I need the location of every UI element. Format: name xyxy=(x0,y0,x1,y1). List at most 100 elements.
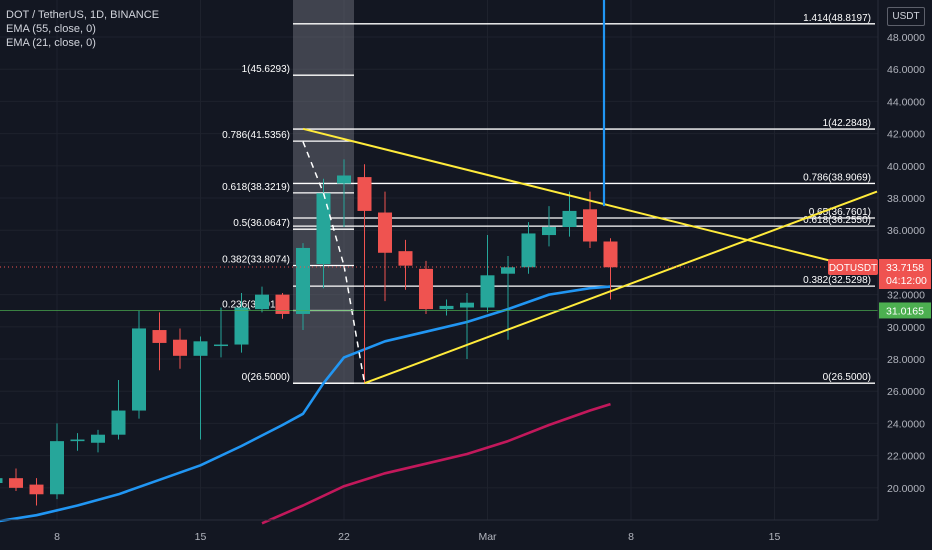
ticker-tag-label: DOTUSDT xyxy=(829,263,877,274)
ema21-line xyxy=(0,285,611,523)
candle xyxy=(29,478,44,506)
fib-right-level-label: 0.65(36.7601) xyxy=(809,207,871,218)
candle xyxy=(542,206,556,247)
candle-body xyxy=(419,268,433,310)
candle-body xyxy=(275,294,290,314)
drawings[interactable] xyxy=(0,0,878,385)
candle-body xyxy=(583,209,597,242)
candle-body xyxy=(542,227,556,236)
candle-body xyxy=(91,434,105,443)
currency-button[interactable]: USDT xyxy=(887,7,925,26)
y-tick-label: 24.0000 xyxy=(887,418,925,430)
price-tag xyxy=(879,259,931,290)
candle-body xyxy=(0,478,3,483)
candle xyxy=(255,286,269,313)
candle xyxy=(562,191,577,237)
candle xyxy=(193,336,208,440)
legend-symbol[interactable]: DOT / TetherUS, 1D, BINANCE xyxy=(6,9,160,21)
x-tick-label: 8 xyxy=(54,531,60,543)
candle-body xyxy=(603,241,618,268)
candle xyxy=(0,478,3,483)
ticker-tag xyxy=(828,259,878,276)
candle xyxy=(275,293,290,319)
candle-body xyxy=(234,307,249,345)
fib-right-level-label: 1.414(48.8197) xyxy=(803,13,871,24)
candle xyxy=(50,423,64,500)
candle xyxy=(501,255,515,340)
fib-left-level-label: 0(26.5000) xyxy=(242,372,290,383)
y-tick-label: 32.0000 xyxy=(887,290,925,302)
candle xyxy=(152,312,167,371)
candles xyxy=(0,159,618,506)
candle xyxy=(480,235,495,313)
candle-body xyxy=(562,210,577,228)
x-tick-label: 22 xyxy=(338,531,350,543)
y-tick-label: 42.0000 xyxy=(887,129,925,141)
candle-body xyxy=(152,330,167,343)
swing-dash[interactable] xyxy=(302,141,325,194)
candle xyxy=(111,379,126,440)
y-tick-label: 36.0000 xyxy=(887,225,925,237)
y-tick-label: 20.0000 xyxy=(887,483,925,495)
x-axis[interactable]: 8 15 22 Mar 8 15 xyxy=(0,519,878,543)
fib-left-level-label: 0.382(33.8074) xyxy=(222,255,290,266)
x-tick-label: Mar xyxy=(478,531,497,543)
candle-body xyxy=(29,484,44,495)
candle-body xyxy=(357,177,372,211)
candle xyxy=(296,243,310,331)
chart-legend: DOT / TetherUS, 1D, BINANCE EMA (55, clo… xyxy=(6,8,159,50)
candle xyxy=(378,191,392,302)
y-tick-label: 46.0000 xyxy=(887,64,925,76)
fib-left-level-label: 0.618(38.3219) xyxy=(222,182,290,193)
candle xyxy=(132,310,146,419)
candle xyxy=(234,293,249,353)
candle xyxy=(398,239,413,290)
y-tick-label: 48.0000 xyxy=(887,32,925,44)
y-tick-label: 40.0000 xyxy=(887,161,925,173)
x-tick-label: 15 xyxy=(195,531,207,543)
trendline[interactable] xyxy=(364,190,878,385)
candle xyxy=(521,222,536,274)
x-tick-label: 15 xyxy=(769,531,781,543)
candle-body xyxy=(50,441,64,495)
fib-right-level-label: 0.618(36.2550) xyxy=(803,215,871,226)
candle-body xyxy=(480,275,495,308)
candle-body xyxy=(398,251,413,266)
candle xyxy=(91,429,105,453)
x-tick-label: 8 xyxy=(628,531,634,543)
grid xyxy=(0,0,878,520)
candle-body xyxy=(439,305,454,310)
fib-right-level-label: 0.786(38.9069) xyxy=(803,172,871,183)
candle-body xyxy=(255,294,269,310)
candle xyxy=(70,433,85,451)
legend-ema55[interactable]: EMA (55, close, 0) xyxy=(6,23,96,35)
fib-left-level-label: 0.786(41.5356) xyxy=(222,130,290,141)
level-tag-value: 31.0165 xyxy=(886,305,924,317)
candle xyxy=(316,178,331,289)
candle xyxy=(419,260,433,314)
candle xyxy=(214,307,228,358)
y-tick-label: 38.0000 xyxy=(887,193,925,205)
candle xyxy=(357,164,372,384)
candle xyxy=(337,159,351,228)
fib-right-level-label: 0.382(32.5298) xyxy=(803,275,871,286)
y-tick-label: 26.0000 xyxy=(887,386,925,398)
candle xyxy=(173,328,187,369)
ema-lines xyxy=(0,285,611,525)
price-tag-countdown: 04:12:00 xyxy=(886,275,927,287)
candle-body xyxy=(378,212,392,253)
ema55-line xyxy=(261,402,611,525)
candle-body xyxy=(193,341,208,356)
candle xyxy=(460,293,474,360)
swing-dash[interactable] xyxy=(343,265,366,384)
candle-body xyxy=(70,439,85,442)
trendline[interactable] xyxy=(302,127,857,269)
candle-body xyxy=(521,233,536,268)
candle-body xyxy=(316,193,331,265)
legend-ema21[interactable]: EMA (21, close, 0) xyxy=(6,37,96,49)
swing-dash[interactable] xyxy=(322,192,345,266)
y-tick-label: 22.0000 xyxy=(887,451,925,463)
fib-right-level-label: 0(26.5000) xyxy=(823,372,871,383)
